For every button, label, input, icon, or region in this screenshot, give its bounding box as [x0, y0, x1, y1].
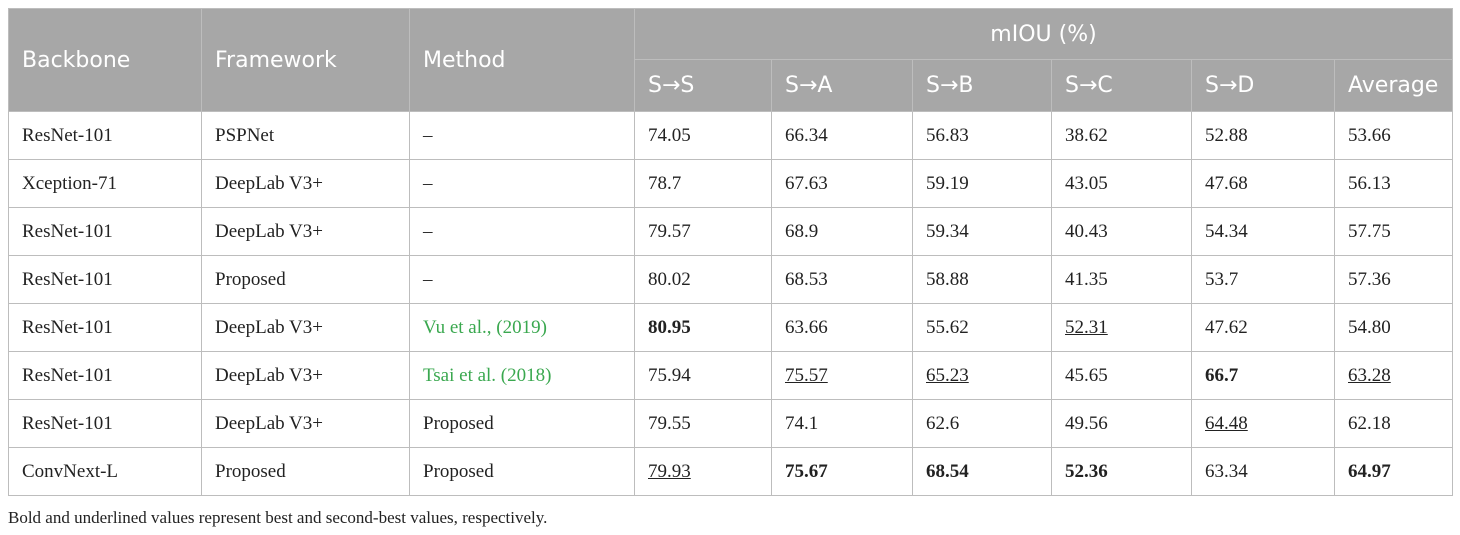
- cell-s-to-a: 66.34: [771, 111, 913, 160]
- cell-s-to-s: 80.02: [634, 255, 772, 304]
- cell-s-to-c: 49.56: [1051, 399, 1192, 448]
- cell-s-to-d: 64.48: [1191, 399, 1335, 448]
- cell-backbone: ResNet-101: [8, 111, 202, 160]
- header-method: Method: [409, 8, 635, 112]
- cell-s-to-c: 45.65: [1051, 351, 1192, 400]
- cell-s-to-a: 68.53: [771, 255, 913, 304]
- results-table-container: Backbone Framework Method mIOU (%) S→S S…: [8, 8, 1453, 496]
- cell-framework: DeepLab V3+: [201, 351, 410, 400]
- header-miou-group: mIOU (%): [634, 8, 1453, 60]
- cell-s-to-d: 47.62: [1191, 303, 1335, 352]
- cell-average: 57.36: [1334, 255, 1453, 304]
- cell-s-to-a: 75.67: [771, 447, 913, 496]
- table-row: Xception-71 DeepLab V3+ –78.7 67.63 59.19 43.…: [8, 159, 1453, 208]
- cell-s-to-b: 58.88: [912, 255, 1052, 304]
- table-row: ResNet-101 DeepLab V3+ –79.57 68.9 59.34 40.4…: [8, 207, 1453, 256]
- cell-s-to-s: 74.05: [634, 111, 772, 160]
- header-average: Average: [1334, 59, 1453, 112]
- table-row: ResNet-101 DeepLab V3+ Tsai et al. (2018) 7…: [8, 351, 1453, 400]
- cell-s-to-d: 54.34: [1191, 207, 1335, 256]
- cell-backbone: ResNet-101: [8, 399, 202, 448]
- cell-s-to-s: 79.55: [634, 399, 772, 448]
- header-s-to-b: S→B: [912, 59, 1052, 112]
- cell-backbone: Xception-71: [8, 159, 202, 208]
- cell-framework: DeepLab V3+: [201, 159, 410, 208]
- cell-method: –: [409, 207, 635, 256]
- cell-s-to-d: 52.88: [1191, 111, 1335, 160]
- cell-backbone: ResNet-101: [8, 207, 202, 256]
- cell-s-to-b: 59.34: [912, 207, 1052, 256]
- table-row: ConvNext-L Proposed Proposed 79.93 75.67 68.5…: [8, 447, 1453, 496]
- cell-framework: DeepLab V3+: [201, 399, 410, 448]
- header-s-to-s: S→S: [634, 59, 772, 112]
- cell-s-to-a: 75.57: [771, 351, 913, 400]
- cell-backbone: ResNet-101: [8, 303, 202, 352]
- cell-framework: Proposed: [201, 447, 410, 496]
- cell-s-to-b: 68.54: [912, 447, 1052, 496]
- cell-method: –: [409, 255, 635, 304]
- cell-s-to-s: 80.95: [634, 303, 772, 352]
- cell-s-to-c: 52.31: [1051, 303, 1192, 352]
- cell-s-to-s: 75.94: [634, 351, 772, 400]
- cell-s-to-c: 38.62: [1051, 111, 1192, 160]
- cell-backbone: ResNet-101: [8, 255, 202, 304]
- cell-s-to-d: 66.7: [1191, 351, 1335, 400]
- cell-s-to-b: 65.23: [912, 351, 1052, 400]
- cell-s-to-s: 78.7: [634, 159, 772, 208]
- cell-backbone: ConvNext-L: [8, 447, 202, 496]
- cell-s-to-c: 52.36: [1051, 447, 1192, 496]
- cell-average: 53.66: [1334, 111, 1453, 160]
- cell-average: 63.28: [1334, 351, 1453, 400]
- cell-average: 54.80: [1334, 303, 1453, 352]
- cell-s-to-c: 41.35: [1051, 255, 1192, 304]
- header-framework: Framework: [201, 8, 410, 112]
- cell-s-to-d: 53.7: [1191, 255, 1335, 304]
- cell-framework: DeepLab V3+: [201, 207, 410, 256]
- cell-s-to-a: 63.66: [771, 303, 913, 352]
- cell-s-to-b: 56.83: [912, 111, 1052, 160]
- table-body: ResNet-101 PSPNet –74.05 66.34 56.83 38.62 52.…: [8, 111, 1453, 496]
- cell-method-reference-link[interactable]: Tsai et al. (2018): [409, 351, 635, 400]
- cell-framework: PSPNet: [201, 111, 410, 160]
- cell-s-to-a: 74.1: [771, 399, 913, 448]
- cell-s-to-c: 40.43: [1051, 207, 1192, 256]
- cell-s-to-c: 43.05: [1051, 159, 1192, 208]
- cell-s-to-s: 79.57: [634, 207, 772, 256]
- header-s-to-a: S→A: [771, 59, 913, 112]
- cell-backbone: ResNet-101: [8, 351, 202, 400]
- table-row: ResNet-101 DeepLab V3+ Proposed 79.55 74.1 62…: [8, 399, 1453, 448]
- header-s-to-d: S→D: [1191, 59, 1335, 112]
- cell-average: 64.97: [1334, 447, 1453, 496]
- cell-method: Proposed: [409, 399, 635, 448]
- table-row: ResNet-101 PSPNet –74.05 66.34 56.83 38.62 52.…: [8, 111, 1453, 160]
- cell-s-to-s: 79.93: [634, 447, 772, 496]
- cell-s-to-a: 67.63: [771, 159, 913, 208]
- cell-s-to-d: 47.68: [1191, 159, 1335, 208]
- cell-average: 56.13: [1334, 159, 1453, 208]
- cell-framework: DeepLab V3+: [201, 303, 410, 352]
- cell-s-to-a: 68.9: [771, 207, 913, 256]
- cell-method: –: [409, 111, 635, 160]
- table-footnote: Bold and underlined values represent bes…: [8, 508, 548, 527]
- cell-method: Proposed: [409, 447, 635, 496]
- cell-average: 62.18: [1334, 399, 1453, 448]
- cell-s-to-b: 55.62: [912, 303, 1052, 352]
- cell-average: 57.75: [1334, 207, 1453, 256]
- header-backbone: Backbone: [8, 8, 202, 112]
- table-row: ResNet-101 Proposed –80.02 68.53 58.88 41.35 5…: [8, 255, 1453, 304]
- cell-s-to-d: 63.34: [1191, 447, 1335, 496]
- cell-s-to-b: 62.6: [912, 399, 1052, 448]
- cell-method: –: [409, 159, 635, 208]
- cell-s-to-b: 59.19: [912, 159, 1052, 208]
- table-row: ResNet-101 DeepLab V3+ Vu et al., (2019) 80…: [8, 303, 1453, 352]
- cell-method-reference-link[interactable]: Vu et al., (2019): [409, 303, 635, 352]
- results-table: Backbone Framework Method mIOU (%) S→S S…: [8, 8, 1453, 496]
- header-s-to-c: S→C: [1051, 59, 1192, 112]
- cell-framework: Proposed: [201, 255, 410, 304]
